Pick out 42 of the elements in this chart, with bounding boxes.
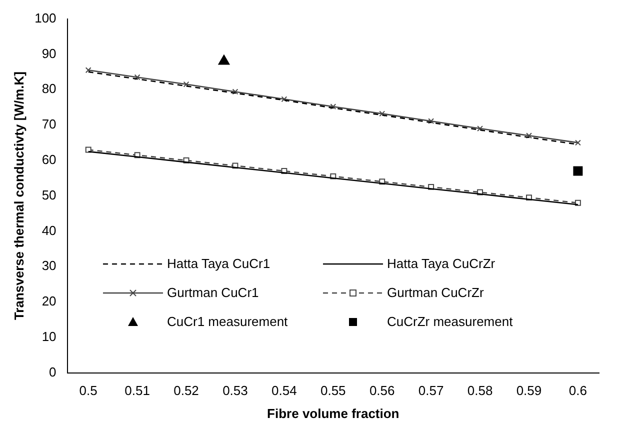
- point: [85, 67, 92, 74]
- point: [574, 140, 581, 146]
- x-tick-label: 0.53: [222, 383, 248, 398]
- y-tick-label: 90: [42, 46, 56, 61]
- x-tick-label: 0.56: [369, 383, 395, 398]
- y-axis-title: Transverse thermal conductivty [W/m.K]: [11, 72, 26, 320]
- y-tick-label: 70: [42, 116, 56, 132]
- x-tick-label: 0.6: [568, 383, 587, 398]
- point: [573, 166, 583, 176]
- y-tick-label: 60: [42, 152, 56, 167]
- x-tick-label: 0.57: [418, 383, 444, 398]
- point: [183, 81, 190, 88]
- legend-label: Gurtman CuCrZr: [387, 285, 484, 300]
- y-tick-label: 40: [42, 222, 56, 238]
- x-axis-title: Fibre volume fraction: [267, 406, 400, 421]
- y-tick-label: 80: [42, 81, 56, 96]
- point: [134, 74, 140, 80]
- x-tick-label: 0.51: [124, 383, 150, 398]
- point: [281, 96, 288, 102]
- legend-label: CuCrZr measurement: [387, 314, 513, 329]
- y-tick-label: 0: [49, 364, 56, 380]
- point: [477, 126, 483, 132]
- legend-label: Gurtman CuCr1: [167, 285, 259, 300]
- legend-label: Hatta Taya CuCr1: [167, 256, 270, 271]
- point: [232, 88, 238, 95]
- point: [379, 110, 386, 117]
- x-tick-label: 0.52: [174, 383, 199, 398]
- x-tick-label: 0.54: [272, 383, 297, 398]
- x-tick-label: 0.55: [320, 383, 346, 398]
- point: [428, 118, 434, 124]
- legend-label: CuCr1 measurement: [167, 314, 288, 329]
- y-tick-label: 30: [42, 258, 56, 274]
- y-tick-label: 100: [34, 10, 56, 26]
- legend-label: Hatta Taya CuCrZr: [387, 256, 496, 271]
- x-tick-label: 0.59: [516, 383, 542, 398]
- y-tick-label: 20: [42, 294, 56, 309]
- point: [526, 132, 532, 139]
- x-tick-label: 0.5: [79, 383, 98, 398]
- x-tick-label: 0.58: [467, 383, 493, 398]
- y-tick-label: 50: [42, 187, 56, 202]
- point: [330, 104, 336, 110]
- y-tick-label: 10: [42, 328, 56, 344]
